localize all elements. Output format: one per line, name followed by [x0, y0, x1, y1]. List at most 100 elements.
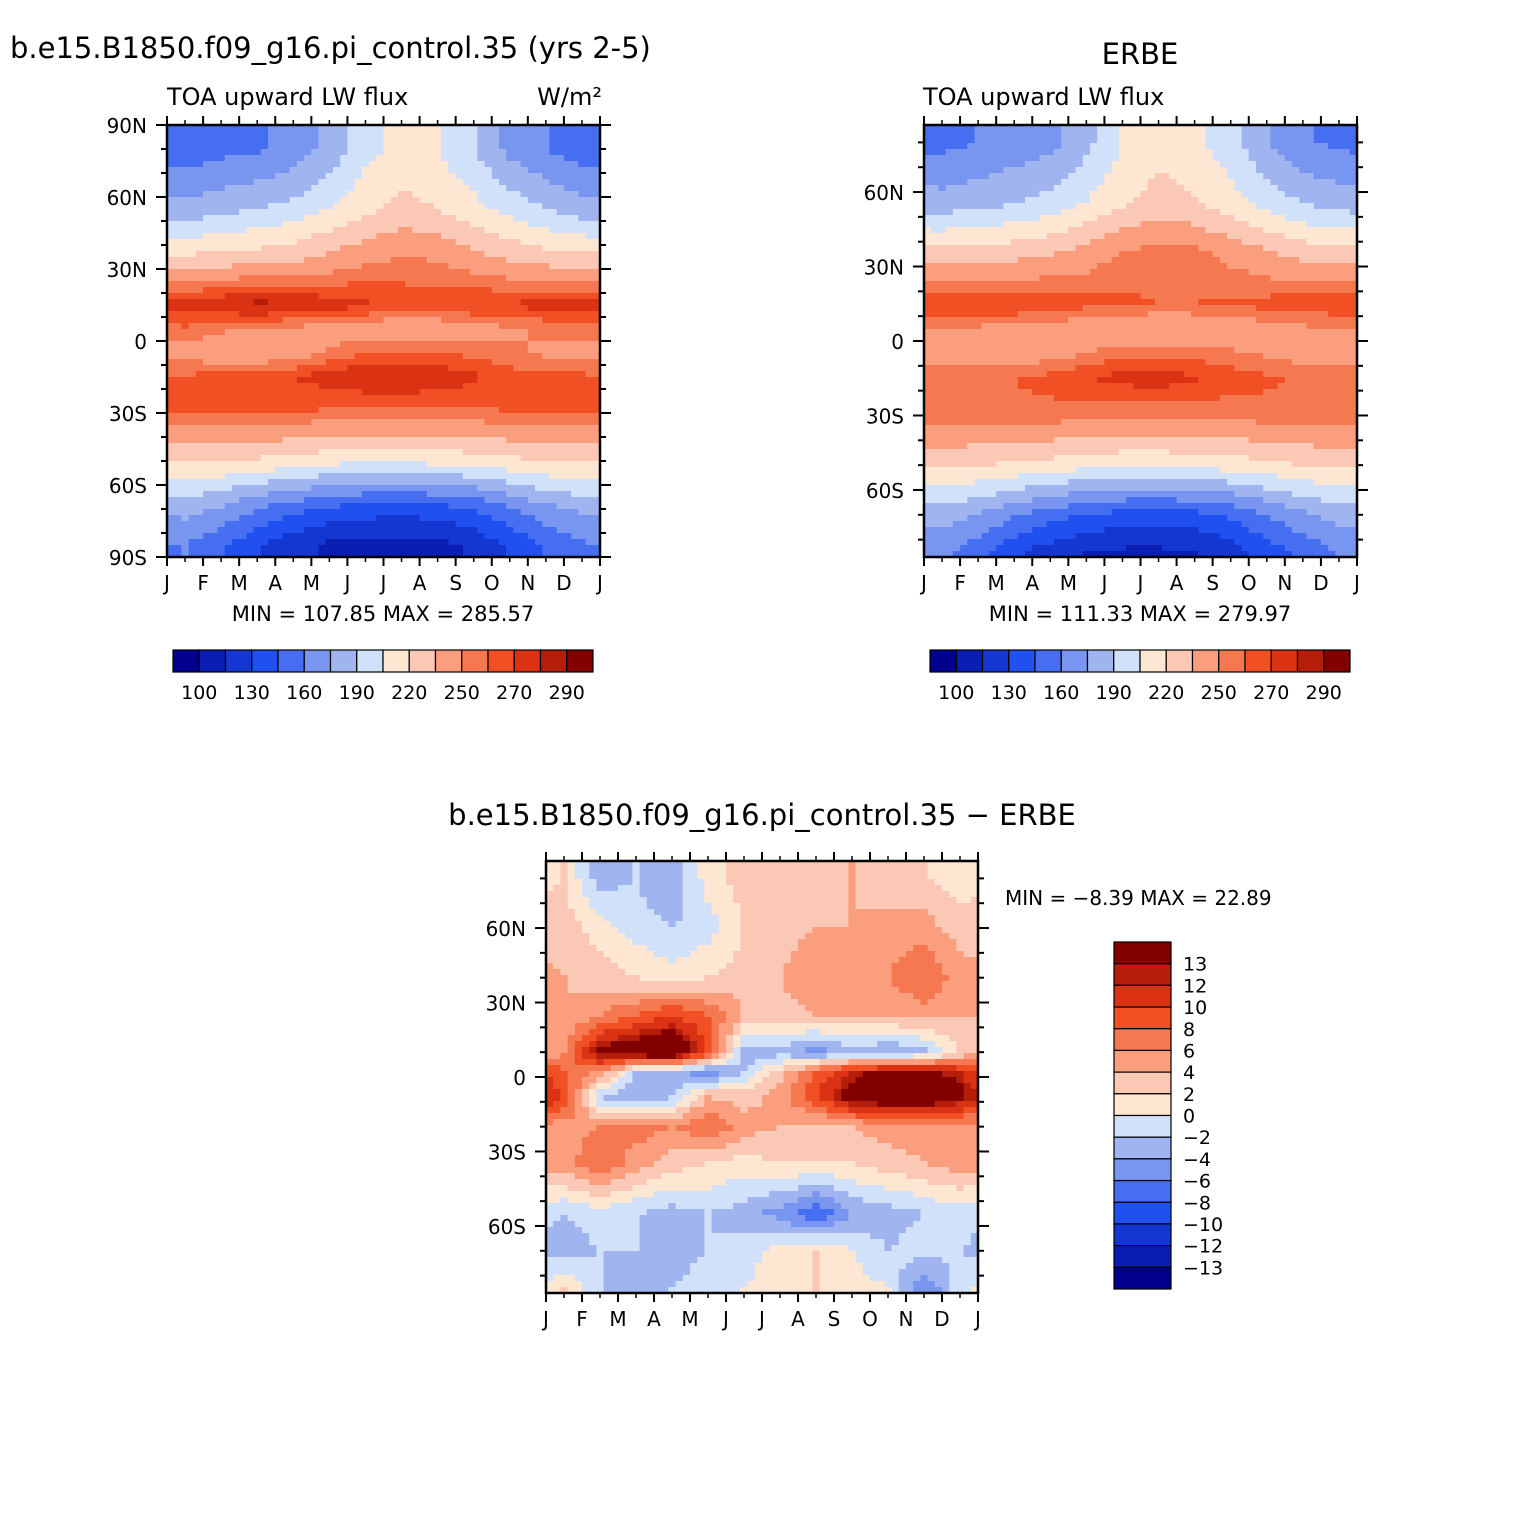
panel1-cell: [325, 251, 334, 258]
panel1-cell: [498, 251, 507, 258]
panel1-cell: [210, 347, 219, 354]
panel1-cell: [203, 371, 211, 378]
panel1-cell: [571, 203, 579, 210]
panel1-colorbar-swatch: [513, 649, 542, 673]
panel1-cell: [571, 509, 579, 516]
panel1-cell: [268, 257, 276, 264]
panel1-cell: [542, 551, 551, 558]
panel1-cell: [578, 317, 587, 324]
panel2-cell: [1277, 137, 1286, 144]
panel1-cell: [535, 299, 543, 306]
panel1-cell: [268, 353, 276, 360]
panel1-cell: [542, 269, 551, 276]
panel1-cell: [289, 227, 298, 234]
panel1-cell: [592, 203, 601, 210]
panel1-cell: [592, 287, 601, 294]
panel2-cell: [1335, 155, 1344, 162]
panel1-cell: [325, 191, 334, 198]
panel2-cell: [1010, 167, 1019, 174]
panel1-cell: [470, 395, 478, 402]
panel1-cell: [246, 281, 255, 288]
panel1-cell: [369, 221, 377, 228]
panel1-cell: [369, 263, 377, 270]
panel1-cell: [246, 335, 255, 342]
panel1-cell: [253, 269, 262, 276]
panel1-cell: [325, 263, 334, 270]
panel1-cell: [571, 191, 579, 198]
panel1-cell: [513, 329, 522, 336]
panel1-cell: [556, 221, 565, 228]
panel1-cell: [246, 203, 255, 210]
panel1-cell: [340, 527, 349, 534]
panel1-cell: [275, 473, 284, 480]
panel2-cell: [1284, 131, 1293, 138]
panel2-cell: [988, 173, 997, 180]
panel1-cell: [571, 167, 579, 174]
panel1-cell: [513, 491, 522, 498]
panel1-cell: [542, 197, 551, 204]
panel1-cell: [354, 227, 363, 234]
panel1-cell: [498, 173, 507, 180]
panel1-cell: [592, 167, 601, 174]
panel1-cell: [585, 497, 594, 504]
panel1-cell: [462, 131, 471, 138]
panel1-cell: [246, 479, 255, 486]
panel1-cell: [412, 251, 421, 258]
panel1-cell: [578, 185, 587, 192]
panel1-cell: [585, 305, 594, 312]
panel1-cell: [296, 239, 305, 246]
panel1-cell: [535, 485, 543, 492]
panel2-cell: [1198, 161, 1207, 168]
panel1-cell: [217, 467, 226, 474]
panel1-cell: [174, 329, 183, 336]
panel1-cell: [289, 359, 298, 366]
panel1-cell: [434, 539, 442, 546]
panel1-cell: [304, 467, 312, 474]
panel1-cell: [571, 551, 579, 558]
panel1-cell: [405, 491, 413, 498]
panel1-cell: [419, 317, 428, 324]
panel1-cell: [239, 161, 247, 168]
panel1-cell: [563, 221, 572, 228]
panel1-cell: [210, 491, 219, 498]
panel1-cell: [304, 509, 312, 516]
panel1-cell: [325, 245, 334, 252]
panel1-cell: [217, 275, 226, 282]
panel1-cell: [231, 491, 240, 498]
panel1-cell: [491, 143, 500, 150]
panel1-cell: [296, 491, 305, 498]
panel1-cell: [376, 221, 385, 228]
panel1-cell: [506, 359, 514, 366]
panel1-cell: [563, 377, 572, 384]
panel1-cell: [571, 491, 579, 498]
panel1-cell: [318, 461, 327, 468]
panel1-cell: [571, 521, 579, 528]
panel1-cell: [520, 191, 529, 198]
panel1-cell: [484, 305, 493, 312]
panel1-cell: [296, 323, 305, 330]
panel1-cell: [535, 389, 543, 396]
panel1-cell: [347, 431, 356, 438]
panel1-cell: [195, 521, 204, 528]
panel1-cell: [491, 509, 500, 516]
panel1-cell: [434, 491, 442, 498]
panel1-cell: [268, 365, 276, 372]
panel1-cell: [260, 125, 269, 132]
panel1-cell: [188, 185, 197, 192]
panel1-cell: [289, 347, 298, 354]
panel1-cell: [549, 467, 558, 474]
panel1-cell: [325, 269, 334, 276]
panel1-cell: [260, 353, 269, 360]
panel1-cell: [376, 527, 385, 534]
panel1-cell: [347, 131, 356, 138]
panel1-cell: [195, 485, 204, 492]
panel1-cell: [311, 191, 320, 198]
panel1-cell: [181, 203, 190, 210]
panel1-cell: [571, 389, 579, 396]
panel2-cell: [1162, 125, 1170, 132]
panel1-cell: [340, 545, 349, 552]
panel1-cell: [167, 239, 175, 246]
panel1-cell: [470, 413, 478, 420]
panel1-cell: [434, 185, 442, 192]
panel2-cell: [1082, 173, 1091, 180]
